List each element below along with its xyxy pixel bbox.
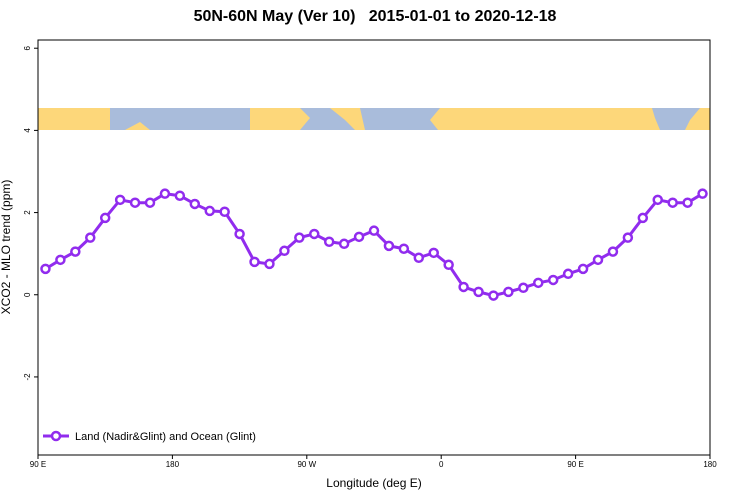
point <box>294 232 305 243</box>
point <box>174 190 186 201</box>
point <box>323 236 335 247</box>
point <box>592 254 604 266</box>
point <box>622 232 634 243</box>
y-tick-label: 4 <box>23 128 32 133</box>
point <box>383 240 395 252</box>
point <box>503 286 514 298</box>
point <box>697 188 708 199</box>
point <box>144 197 156 208</box>
point <box>518 282 529 294</box>
point <box>55 254 66 266</box>
plot-frame <box>37 39 711 456</box>
point <box>219 206 230 218</box>
point <box>264 258 275 270</box>
point <box>368 225 380 236</box>
x-tick-label: 90 E <box>567 460 583 469</box>
point <box>443 259 454 271</box>
map-ocean <box>110 108 250 130</box>
point <box>458 281 469 293</box>
point <box>398 243 410 254</box>
y-tick-label: 0 <box>23 292 32 297</box>
point <box>40 263 51 275</box>
map-ocean <box>652 108 700 130</box>
y-tick-label: 2 <box>23 210 32 215</box>
point <box>652 194 663 206</box>
map-ocean <box>300 108 355 130</box>
y-tick-label: 6 <box>23 45 32 50</box>
x-tick-label: 0 <box>439 460 444 469</box>
x-tick-label: 180 <box>166 460 180 469</box>
map-ocean <box>360 108 440 130</box>
point <box>607 246 619 257</box>
point <box>249 256 260 268</box>
point <box>428 247 439 259</box>
legend-marker <box>50 430 62 442</box>
point <box>99 212 111 224</box>
point <box>637 212 649 224</box>
x-tick-label: 90 W <box>297 460 316 469</box>
point <box>533 277 544 289</box>
point <box>309 228 320 240</box>
x-axis-title: Longitude (deg E) <box>326 476 421 490</box>
series-line <box>44 192 704 298</box>
x-tick-label: 180 <box>703 460 717 469</box>
point <box>413 252 425 264</box>
y-axis-title: XCO2 - MLO trend (ppm) <box>0 180 13 315</box>
point <box>114 194 126 206</box>
point <box>562 268 574 280</box>
point <box>353 231 365 243</box>
point <box>159 188 171 199</box>
point <box>129 197 141 208</box>
x-tick-label: 90 E <box>30 460 46 469</box>
point <box>577 263 589 275</box>
map-band <box>38 108 710 130</box>
legend-label: Land (Nadir&Glint) and Ocean (Glint) <box>75 431 256 443</box>
point <box>234 228 245 240</box>
point <box>488 290 499 301</box>
point <box>667 197 678 208</box>
y-tick-label: -2 <box>23 373 32 381</box>
point <box>189 198 201 210</box>
point <box>338 238 350 250</box>
point <box>70 246 81 257</box>
point <box>279 245 290 257</box>
point <box>473 286 484 298</box>
point <box>547 274 559 286</box>
chart-title: 50N-60N May (Ver 10) 2015-01-01 to 2020-… <box>194 8 557 25</box>
point <box>85 232 96 243</box>
point <box>204 205 215 217</box>
point <box>682 197 693 208</box>
